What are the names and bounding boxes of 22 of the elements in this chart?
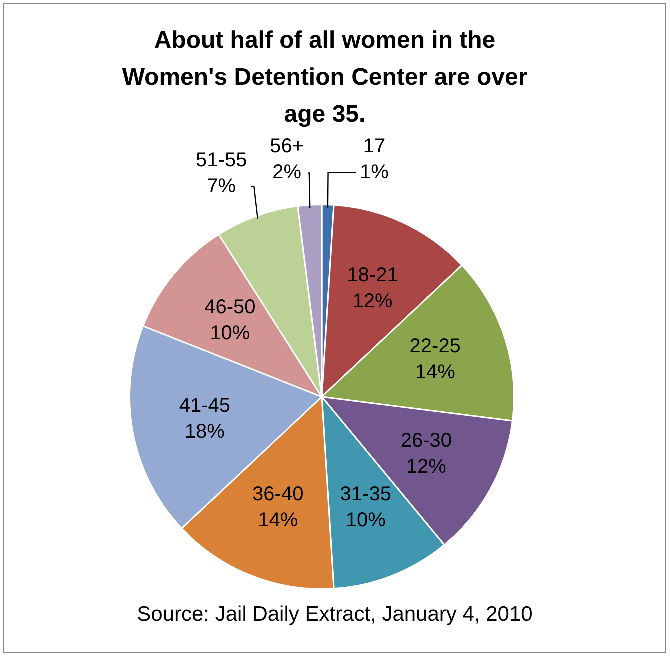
data-label: 10% (210, 322, 250, 345)
slice-label: 41-45 (179, 394, 230, 417)
slice-label: 18-21 (347, 264, 398, 287)
chart-title: About half of all women in the Women's Detention Center are over age 35. (121, 26, 529, 130)
data-label: 7% (207, 175, 236, 198)
data-label: 10% (346, 509, 386, 532)
slice-label: 31-35 (340, 483, 392, 506)
slice-label: 51-55 (196, 149, 248, 172)
data-label: 14% (415, 362, 456, 384)
slice-label: 46-50 (204, 296, 256, 319)
slice-label: 36-40 (252, 483, 304, 506)
slice-label: 22-25 (410, 336, 461, 358)
slice-label: 56+ (270, 136, 304, 158)
data-label: 18% (184, 420, 226, 443)
data-label: 12% (352, 290, 393, 313)
slice-label: 17 (363, 135, 386, 158)
data-label: 12% (406, 456, 447, 478)
data-label: 1% (360, 161, 390, 184)
data-label: 14% (258, 509, 298, 532)
source-note: Source: Jail Daily Extract, January 4, 2010 (136, 603, 534, 627)
data-label: 2% (272, 162, 302, 184)
slice-label: 26-30 (400, 430, 452, 452)
